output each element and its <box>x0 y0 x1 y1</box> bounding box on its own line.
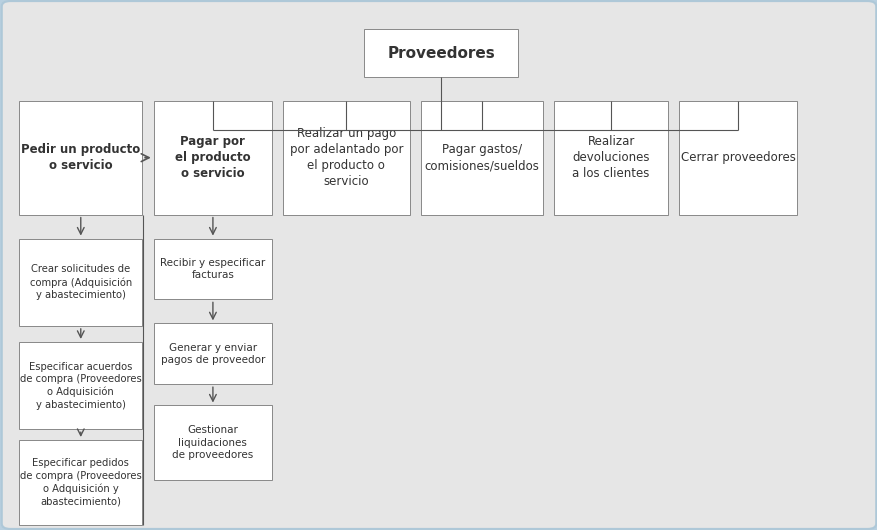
Text: Recibir y especificar
facturas: Recibir y especificar facturas <box>160 258 265 280</box>
Text: Cerrar proveedores: Cerrar proveedores <box>680 151 795 164</box>
Text: Especificar pedidos
de compra (Proveedores
o Adquisición y
abastecimiento): Especificar pedidos de compra (Proveedor… <box>20 458 141 506</box>
FancyBboxPatch shape <box>420 101 543 215</box>
FancyBboxPatch shape <box>553 101 667 215</box>
Text: Especificar acuerdos
de compra (Proveedores
o Adquisición
y abastecimiento): Especificar acuerdos de compra (Proveedo… <box>20 361 141 410</box>
Text: Pedir un producto
o servicio: Pedir un producto o servicio <box>21 143 140 172</box>
FancyBboxPatch shape <box>282 101 410 215</box>
Text: Pagar por
el producto
o servicio: Pagar por el producto o servicio <box>175 135 251 180</box>
Text: Realizar
devoluciones
a los clientes: Realizar devoluciones a los clientes <box>572 135 649 180</box>
FancyBboxPatch shape <box>153 238 272 299</box>
FancyBboxPatch shape <box>19 440 142 525</box>
Text: Gestionar
liquidaciones
de proveedores: Gestionar liquidaciones de proveedores <box>172 425 253 460</box>
FancyBboxPatch shape <box>678 101 796 215</box>
Text: Generar y enviar
pagos de proveedor: Generar y enviar pagos de proveedor <box>160 342 265 365</box>
Text: Proveedores: Proveedores <box>387 46 495 60</box>
FancyBboxPatch shape <box>19 342 142 429</box>
FancyBboxPatch shape <box>364 29 517 77</box>
FancyBboxPatch shape <box>153 405 272 480</box>
Text: Realizar un pago
por adelantado por
el producto o
servicio: Realizar un pago por adelantado por el p… <box>289 127 403 188</box>
Text: Pagar gastos/
comisiones/sueldos: Pagar gastos/ comisiones/sueldos <box>424 143 538 172</box>
FancyBboxPatch shape <box>19 101 142 215</box>
FancyBboxPatch shape <box>19 238 142 326</box>
FancyBboxPatch shape <box>153 323 272 384</box>
FancyBboxPatch shape <box>153 101 272 215</box>
Text: Crear solicitudes de
compra (Adquisición
y abastecimiento): Crear solicitudes de compra (Adquisición… <box>30 264 132 300</box>
